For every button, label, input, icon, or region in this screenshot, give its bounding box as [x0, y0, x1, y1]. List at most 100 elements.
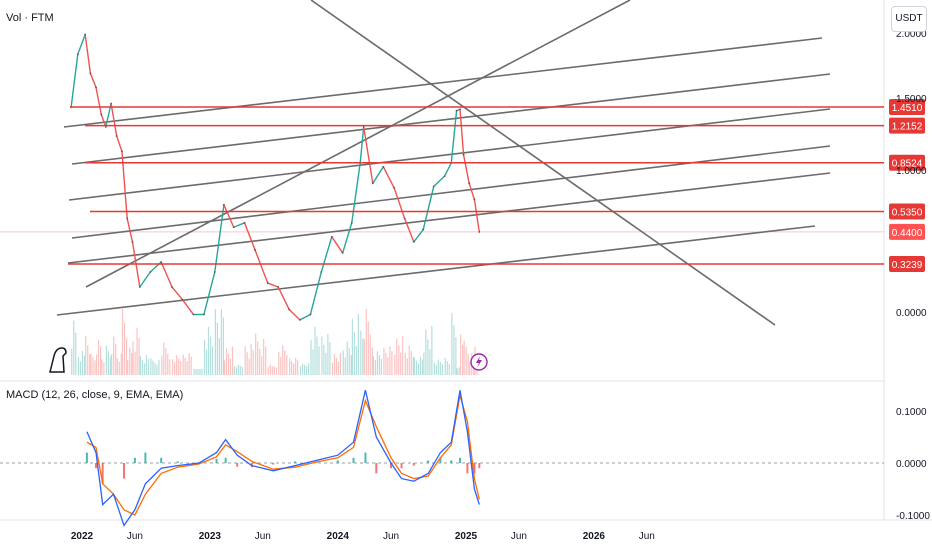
- volume-bar: [372, 356, 375, 375]
- volume-bar: [286, 355, 288, 375]
- level-label: 0.4400: [892, 228, 923, 239]
- volume-bar: [353, 332, 355, 375]
- time-axis-tick: Jun: [255, 531, 271, 542]
- price-segment: [309, 271, 322, 315]
- volume-bar: [105, 345, 108, 375]
- time-axis-tick: Jun: [511, 531, 527, 542]
- price-point: [320, 271, 323, 273]
- volume-bar: [342, 350, 344, 375]
- macd-histogram-bar: [123, 463, 126, 479]
- price-segment: [139, 271, 151, 288]
- volume-bar: [421, 359, 423, 375]
- volume-bar: [136, 327, 138, 375]
- volume-bar: [357, 314, 359, 375]
- volume-bar: [339, 352, 342, 375]
- volume-bar: [417, 363, 419, 375]
- price-axis-tick: 0.0000: [896, 308, 927, 319]
- level-badge: [889, 117, 925, 134]
- volume-bar: [120, 353, 122, 375]
- volume-bar: [425, 329, 427, 375]
- macd-histogram-bar: [215, 458, 218, 463]
- macd-indicator-label[interactable]: MACD (12, 26, close, 9, EMA, EMA): [6, 389, 184, 401]
- price-segment: [351, 162, 361, 223]
- volume-bar: [241, 366, 243, 375]
- price-axis-tick: 1.0000: [896, 166, 927, 177]
- volume-bar: [284, 350, 286, 375]
- volume-bar: [127, 360, 129, 375]
- volume-bar: [321, 336, 323, 375]
- price-point: [473, 198, 476, 201]
- price-segment: [77, 34, 86, 55]
- volume-bar: [433, 362, 435, 375]
- price-point: [478, 231, 481, 233]
- volume-bar: [465, 347, 467, 375]
- volume-bar: [467, 353, 469, 375]
- volume-bar: [257, 341, 259, 375]
- volume-bar: [303, 364, 306, 375]
- currency-button[interactable]: USDT: [891, 6, 927, 32]
- volume-bar: [227, 353, 230, 375]
- volume-bar: [188, 353, 190, 375]
- volume-bar: [429, 349, 431, 375]
- price-segment: [116, 135, 123, 152]
- volume-bar: [237, 364, 239, 375]
- macd-histogram-bar: [85, 452, 88, 463]
- price-point: [393, 187, 396, 189]
- price-point: [149, 271, 152, 273]
- volume-bar: [299, 366, 302, 375]
- price-segment: [223, 204, 235, 228]
- time-axis-tick: Jun: [383, 531, 399, 542]
- volume-bar: [369, 334, 371, 375]
- price-segment: [243, 222, 256, 251]
- volume-bar: [98, 339, 100, 375]
- volume-bar: [325, 352, 327, 375]
- volume-bar: [280, 357, 282, 375]
- volume-bar: [297, 360, 299, 375]
- macd-histogram-bar: [412, 463, 415, 466]
- volume-bar: [289, 358, 291, 375]
- volume-bar: [220, 309, 222, 375]
- pane-background: [0, 0, 932, 521]
- price-point: [76, 53, 79, 56]
- macd-histogram-bar: [294, 461, 297, 463]
- price-point: [443, 175, 446, 177]
- volume-bar: [327, 334, 329, 375]
- price-segment: [288, 308, 301, 321]
- volume-bar: [81, 350, 83, 375]
- price-segment: [95, 87, 102, 115]
- volume-bar: [100, 346, 102, 375]
- price-point: [203, 313, 205, 316]
- time-axis-tick: Jun: [127, 531, 143, 542]
- macd-signal-line: [86, 395, 480, 516]
- volume-bar: [235, 367, 237, 375]
- price-segment: [433, 175, 446, 187]
- volume-bar: [350, 355, 352, 375]
- macd-histogram-bar: [176, 461, 179, 463]
- volume-bar: [314, 326, 316, 375]
- volume-bar: [360, 330, 362, 375]
- volume-bar: [79, 361, 81, 375]
- macd-histogram-bar: [336, 460, 339, 463]
- volume-bar: [145, 355, 148, 375]
- volume-bar: [167, 353, 169, 375]
- volume-bar: [451, 313, 453, 375]
- macd-axis-tick: 0.1000: [896, 407, 927, 418]
- price-point: [232, 226, 235, 229]
- volume-bar: [365, 309, 367, 375]
- price-point: [89, 72, 92, 75]
- tradingview-logo-icon: [49, 347, 67, 373]
- price-point: [403, 217, 406, 220]
- price-point: [350, 221, 353, 224]
- volume-bar: [318, 346, 320, 375]
- volume-bar: [351, 318, 353, 375]
- time-axis-tick: 2025: [455, 531, 478, 542]
- volume-bar: [455, 337, 457, 375]
- volume-bar: [371, 347, 373, 375]
- price-segment: [320, 236, 333, 273]
- price-segment: [233, 222, 245, 228]
- volume-bar: [90, 354, 92, 375]
- price-point: [254, 249, 256, 251]
- level-label: 0.5350: [892, 207, 923, 218]
- volume-bar: [139, 356, 142, 375]
